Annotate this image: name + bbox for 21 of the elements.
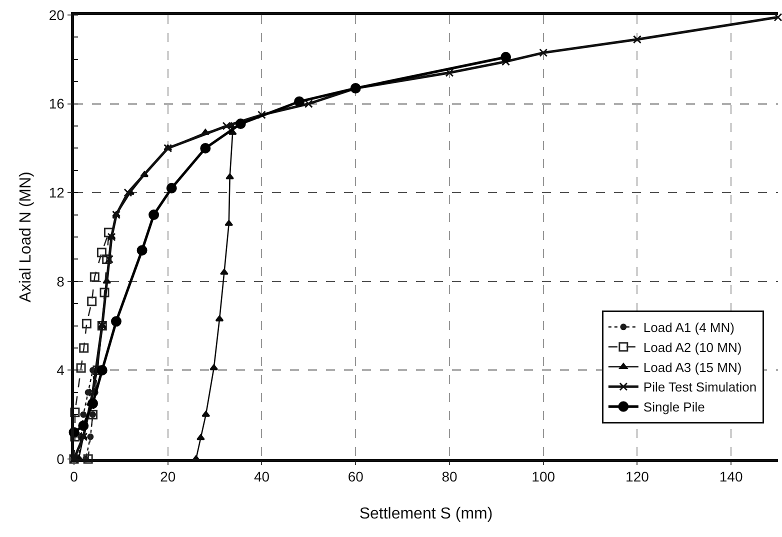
x-tick-label: 140 [719,468,743,485]
x-tick-label: 120 [626,468,650,485]
x-tick-label: 100 [532,468,556,485]
legend-label: Load A3 (15 MN) [643,360,742,375]
y-tick-label: 4 [56,362,65,378]
x-tick-label: 80 [442,468,458,485]
legend-label: Single Pile [643,400,705,415]
y-axis-title: Axial Load N (MN) [18,172,34,302]
legend-label: Load A2 (10 MN) [643,340,742,355]
y-tick-label: 16 [48,96,65,112]
x-tick-label: 60 [348,468,364,485]
y-tick-label: 20 [48,6,65,23]
x-tick-label: 0 [70,468,78,485]
y-tick-label: 8 [56,273,65,290]
legend-label: Load A1 (4 MN) [643,320,734,335]
x-axis-title: Settlement S (mm) [359,506,493,522]
y-tick-label: 0 [56,450,65,467]
legend-label: Pile Test Simulation [643,380,757,395]
y-tick-label: 12 [48,184,65,200]
x-tick-label: 20 [160,468,176,485]
x-tick-label: 40 [254,468,270,485]
